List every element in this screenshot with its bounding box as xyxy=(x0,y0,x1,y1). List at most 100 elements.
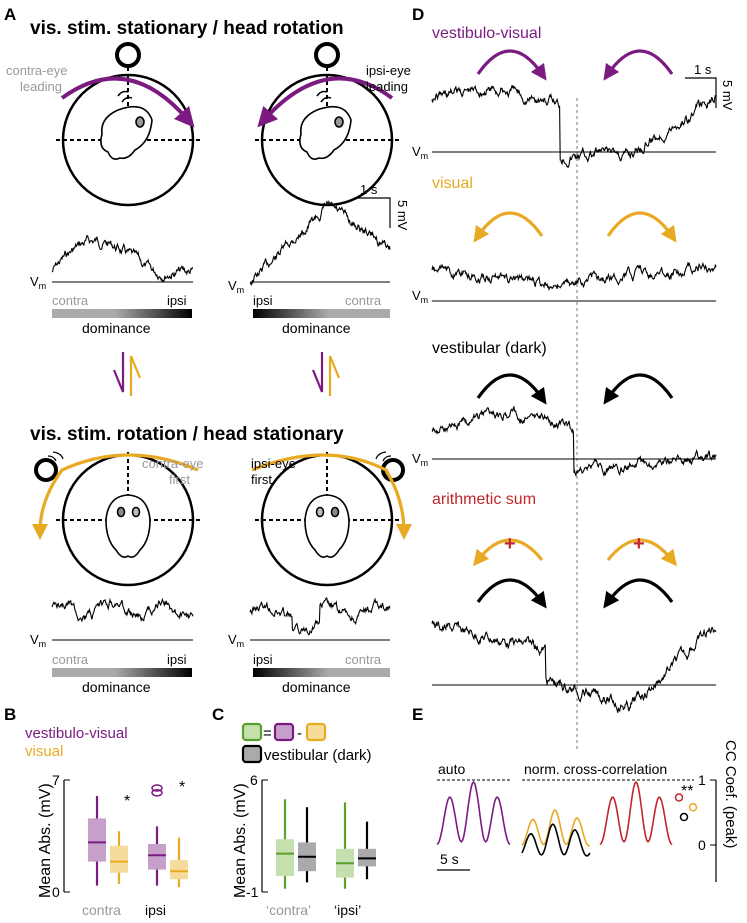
diagram-ipsi-first: ipsi-eye first xyxy=(251,451,412,587)
outlier-point xyxy=(151,789,163,797)
vm-label: Vm xyxy=(30,274,46,291)
fish-head-icon xyxy=(299,90,352,160)
membrane-potential-trace xyxy=(51,234,193,283)
legend-vestibulo-visual: vestibulo-visual xyxy=(25,725,128,742)
vm-label: Vm xyxy=(228,278,244,295)
ipsi-label: ipsi xyxy=(167,293,187,308)
svg-text:1 s: 1 s xyxy=(694,62,712,77)
rotation-arrow xyxy=(60,76,195,128)
peak-point xyxy=(679,812,689,822)
panel-label-b: B xyxy=(4,705,16,724)
panel-label-e: E xyxy=(412,705,423,724)
svg-text:-: - xyxy=(297,725,302,742)
box-plot xyxy=(88,784,188,888)
contra-label: contra xyxy=(345,293,382,308)
fish-head-icon xyxy=(100,90,153,160)
fish-head-icon xyxy=(105,494,151,558)
x-tick: ‘contra’ xyxy=(266,902,311,918)
ipsi-label: ipsi xyxy=(253,652,273,667)
panel-a-title-bottom: vis. stim. rotation / head stationary xyxy=(30,424,344,445)
panel-label-a: A xyxy=(4,5,16,24)
svg-text:5 s: 5 s xyxy=(440,851,459,867)
box xyxy=(148,844,166,870)
dominance-bar xyxy=(253,309,390,318)
dominance-bar xyxy=(253,668,390,677)
outlier-point xyxy=(151,784,163,792)
peak-point xyxy=(688,803,698,812)
legend-visual: visual xyxy=(25,743,63,760)
box xyxy=(110,845,128,873)
dominance-bar xyxy=(52,309,192,318)
dominance-label: dominance xyxy=(82,320,151,336)
crosscorrelation-vestibular-curve xyxy=(521,823,591,857)
peak-point xyxy=(674,793,684,802)
legend-difference: = - vestibular (dark) xyxy=(241,722,372,764)
membrane-potential-trace xyxy=(51,597,194,623)
y-tick: 0 xyxy=(698,837,706,853)
membrane-potential-trace xyxy=(249,597,391,636)
autocorrelation-curve xyxy=(436,780,511,846)
ipsi-label: ipsi xyxy=(167,652,187,667)
cross-correlation-label: norm. cross-correlation xyxy=(524,761,667,777)
plus-sign: + xyxy=(504,533,516,555)
box xyxy=(170,860,188,880)
box xyxy=(88,818,106,862)
y-axis-label: CC Coef. (peak) xyxy=(722,740,739,848)
diagram-contra-leading: contra-eye leading xyxy=(6,42,200,207)
y-tick: 1 xyxy=(698,772,706,788)
significance-star: * xyxy=(179,779,185,796)
panel-label-d: D xyxy=(412,5,424,24)
vm-label: Vm xyxy=(412,144,428,161)
membrane-potential-trace xyxy=(249,200,391,286)
rotation-arrow xyxy=(472,538,544,567)
membrane-potential-trace xyxy=(431,261,717,291)
y-tick: -1 xyxy=(246,884,259,900)
svg-text:1 s: 1 s xyxy=(360,182,378,197)
membrane-potential-trace xyxy=(431,84,717,168)
y-axis-label: Mean Abs. (mV) xyxy=(232,783,249,898)
scale-bar: 1 s 5 mV xyxy=(685,62,735,111)
x-tick: ‘ipsi’ xyxy=(334,902,361,918)
vm-label: Vm xyxy=(412,288,428,305)
fish-head-icon xyxy=(304,494,350,558)
svg-text:vestibular (dark): vestibular (dark) xyxy=(264,747,372,764)
crosscorrelation-visual-curve xyxy=(521,808,591,847)
significance-star: * xyxy=(124,793,130,810)
crosscorrelation-sum-curve xyxy=(599,780,673,846)
box xyxy=(276,839,294,876)
svg-text:=: = xyxy=(263,725,272,742)
y-axis-label: Mean Abs. (mV) xyxy=(37,783,54,898)
label-visual: visual xyxy=(432,175,473,192)
rotation-arrow xyxy=(476,578,547,609)
x-tick: contra xyxy=(82,902,121,918)
contra-label: contra xyxy=(52,293,89,308)
label-arithmetic-sum: arithmetic sum xyxy=(432,491,536,508)
ipsi-eye-first-label: ipsi-eye first xyxy=(251,456,296,487)
rotation-arrow xyxy=(32,453,199,540)
rotation-arrow xyxy=(257,76,394,128)
significance-star: ** xyxy=(681,783,693,800)
y-tick: 0 xyxy=(52,884,60,900)
vm-label: Vm xyxy=(412,451,428,468)
rotation-arrow xyxy=(603,49,674,81)
contra-eye-leading-label: contra-eye leading xyxy=(6,63,67,94)
panel-label-c: C xyxy=(212,705,224,724)
dominance-label: dominance xyxy=(282,679,351,695)
ipsi-label: ipsi xyxy=(253,293,273,308)
label-vestibular-dark: vestibular (dark) xyxy=(432,340,547,357)
y-tick: 6 xyxy=(250,772,258,788)
membrane-potential-trace xyxy=(431,620,717,713)
contra-label: contra xyxy=(345,652,382,667)
auto-label: auto xyxy=(438,761,465,777)
scale-bar: 5 s xyxy=(437,851,470,871)
membrane-potential-trace xyxy=(431,405,717,478)
rotation-arrow xyxy=(251,453,412,540)
rotation-arrow xyxy=(603,373,674,405)
label-vestibulo-visual: vestibulo-visual xyxy=(432,25,541,42)
vm-label: Vm xyxy=(228,632,244,649)
dominance-label: dominance xyxy=(82,679,151,695)
rotation-arrow xyxy=(476,373,547,405)
diagram-ipsi-leading: ipsi-eye leading xyxy=(255,42,411,207)
rotation-arrow xyxy=(473,211,544,243)
